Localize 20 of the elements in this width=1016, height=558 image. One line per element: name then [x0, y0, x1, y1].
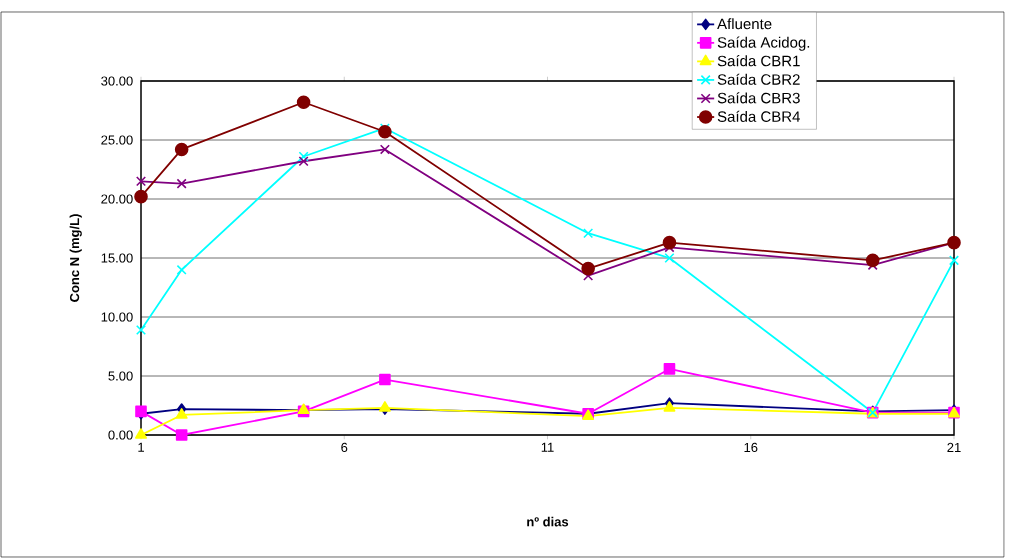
y-tick-label: 15.00 [101, 253, 133, 263]
y-tick-label: 30.00 [101, 76, 133, 86]
y-tick-label: 0.00 [108, 430, 133, 440]
legend-label: Saída Acidog. [717, 36, 810, 51]
x-tick-label: 21 [947, 442, 961, 452]
legend-label: Saída CBR1 [717, 55, 800, 67]
y-tick-label: 10.00 [101, 312, 133, 322]
legend-label: Afluente [717, 18, 772, 30]
legend-label: Saída CBR3 [717, 92, 800, 104]
y-tick-label: 25.00 [101, 135, 133, 145]
legend-label: Saída CBR4 [717, 110, 800, 122]
y-tick-label: 5.00 [108, 371, 133, 381]
x-tick-label: 6 [341, 442, 348, 453]
y-tick-label: 20.00 [101, 194, 133, 204]
y-axis-title: Conc N (mg/L) [69, 214, 82, 302]
x-tick-label: 1 [138, 442, 144, 452]
x-axis-title: nº dias [527, 516, 569, 527]
legend-label: Saída CBR2 [717, 73, 800, 85]
x-tick-label: 16 [744, 442, 758, 453]
x-tick-label: 11 [541, 442, 554, 452]
